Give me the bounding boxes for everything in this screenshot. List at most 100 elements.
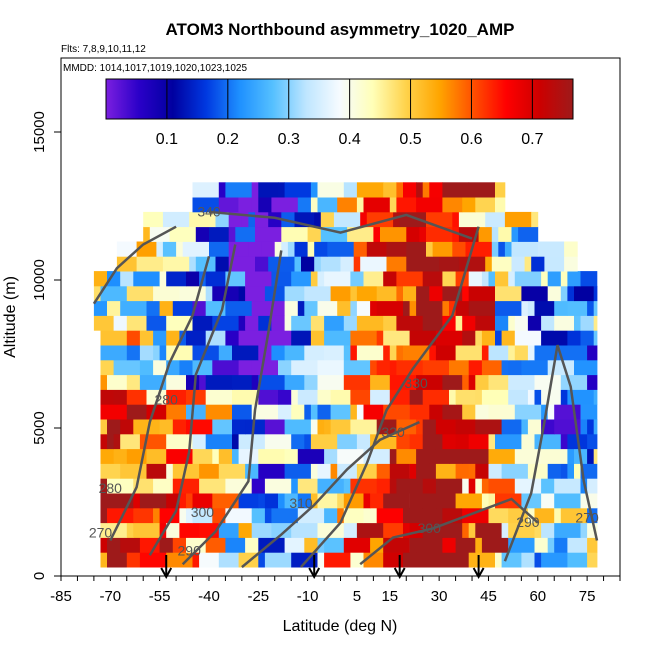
heatmap-cell (324, 330, 351, 346)
heatmap-cell (212, 448, 220, 464)
contour-label: 340 (197, 203, 221, 219)
heatmap-cell (343, 537, 371, 553)
heatmap-cell (468, 478, 476, 494)
heatmap-cell (186, 537, 207, 553)
x-axis: -85 -70 -55 -40 -25 -10 5 15 30 45 60 75 (50, 576, 621, 605)
heatmap-cell (172, 300, 193, 316)
heatmap-cell (271, 197, 299, 213)
heatmap-cell (370, 374, 391, 390)
heatmap-cell (337, 493, 345, 509)
heatmap-cell (107, 552, 128, 568)
heatmap-cell (284, 419, 312, 435)
heatmap-cell (380, 226, 407, 242)
heatmap-cell (455, 345, 483, 361)
heatmap-cell (192, 197, 220, 213)
heatmap-cell (593, 330, 598, 346)
contour-label: 300 (418, 520, 442, 536)
heatmap-cell (587, 448, 595, 464)
heatmap-cell (271, 345, 285, 361)
heatmap-cell (587, 537, 598, 553)
flight-marker-arrow (393, 555, 406, 580)
heatmap-cell (422, 419, 437, 435)
heatmap-cell (560, 285, 568, 302)
heatmap-cell (370, 359, 378, 376)
heatmap-cell (587, 433, 598, 450)
heatmap-cell (403, 552, 430, 568)
heatmap-cell (281, 226, 308, 242)
heatmap-cell (271, 300, 285, 316)
heatmap-cell (383, 345, 391, 361)
heatmap-cell (172, 537, 187, 553)
heatmap-cell (113, 315, 128, 331)
heatmap-cell (527, 419, 542, 435)
heatmap-cell (495, 197, 506, 213)
heatmap-cell (100, 330, 128, 346)
heatmap-cell (435, 478, 463, 494)
x-tick-label: -55 (149, 588, 171, 605)
heatmap-cell (574, 359, 598, 376)
heatmap-cell (376, 463, 391, 479)
heatmap-cell (264, 433, 292, 450)
heatmap-cell (449, 359, 470, 376)
heatmap-cell (574, 315, 581, 331)
heatmap-cell (192, 552, 200, 568)
x-tick-label: -40 (198, 588, 220, 605)
heatmap-cell (527, 315, 542, 331)
heatmap-cell (389, 345, 397, 361)
x-tick-label: -85 (50, 588, 72, 605)
heatmap-cell (232, 374, 253, 390)
heatmap-cell (261, 241, 276, 257)
heatmap-cell (327, 241, 354, 257)
heatmap-cell (330, 463, 338, 479)
heatmap-cell (396, 433, 410, 450)
heatmap-cell (199, 478, 226, 494)
heatmap-cell (271, 522, 292, 538)
heatmap-cell (495, 315, 509, 331)
heatmap-cell (353, 241, 368, 257)
heatmap-cell (475, 374, 489, 390)
heatmap-cell (113, 359, 141, 376)
heatmap-cell (481, 478, 489, 494)
heatmap-cell (580, 419, 588, 435)
heatmap-cell (225, 330, 239, 346)
heatmap-cell (126, 315, 147, 331)
heatmap-cell (514, 315, 529, 331)
heatmap-cell (93, 285, 101, 302)
heatmap-cell (100, 345, 128, 361)
heatmap-cell (139, 330, 154, 346)
heatmap-cell (278, 182, 285, 198)
heatmap-cell (409, 404, 430, 420)
heatmap-cell (435, 463, 456, 479)
heatmap-cell (422, 182, 430, 198)
heatmap-cell (560, 271, 568, 287)
y-tick-label: 10000 (31, 259, 48, 301)
heatmap-cell (126, 345, 141, 361)
heatmap-cell (501, 419, 522, 435)
heatmap-cell (560, 374, 588, 390)
heatmap-cell (228, 256, 256, 272)
heatmap-cell (192, 182, 220, 198)
heatmap-cell (521, 433, 535, 450)
heatmap-cell (422, 271, 443, 287)
heatmap-cell (205, 433, 233, 450)
heatmap-cell (511, 256, 526, 272)
heatmap-cell (521, 419, 529, 435)
colorbar-tick-label: 0.6 (460, 131, 482, 148)
heatmap-cell (113, 389, 128, 405)
heatmap-cell (587, 374, 598, 390)
heatmap-cell (284, 463, 312, 479)
heatmap-cell (547, 463, 562, 479)
heatmap-cell (133, 493, 141, 509)
heatmap-cell (541, 315, 555, 331)
heatmap-cell (310, 404, 318, 420)
heatmap-cell (218, 448, 233, 464)
heatmap-cell (258, 374, 285, 390)
heatmap-cell (225, 300, 253, 316)
heatmap-cell (126, 285, 154, 302)
contour-line (181, 250, 283, 566)
heatmap-cell (284, 537, 305, 553)
heatmap-cell (337, 300, 351, 316)
heatmap-cell (501, 330, 516, 346)
heatmap-cell (429, 285, 443, 302)
heatmap-cell (383, 404, 410, 420)
